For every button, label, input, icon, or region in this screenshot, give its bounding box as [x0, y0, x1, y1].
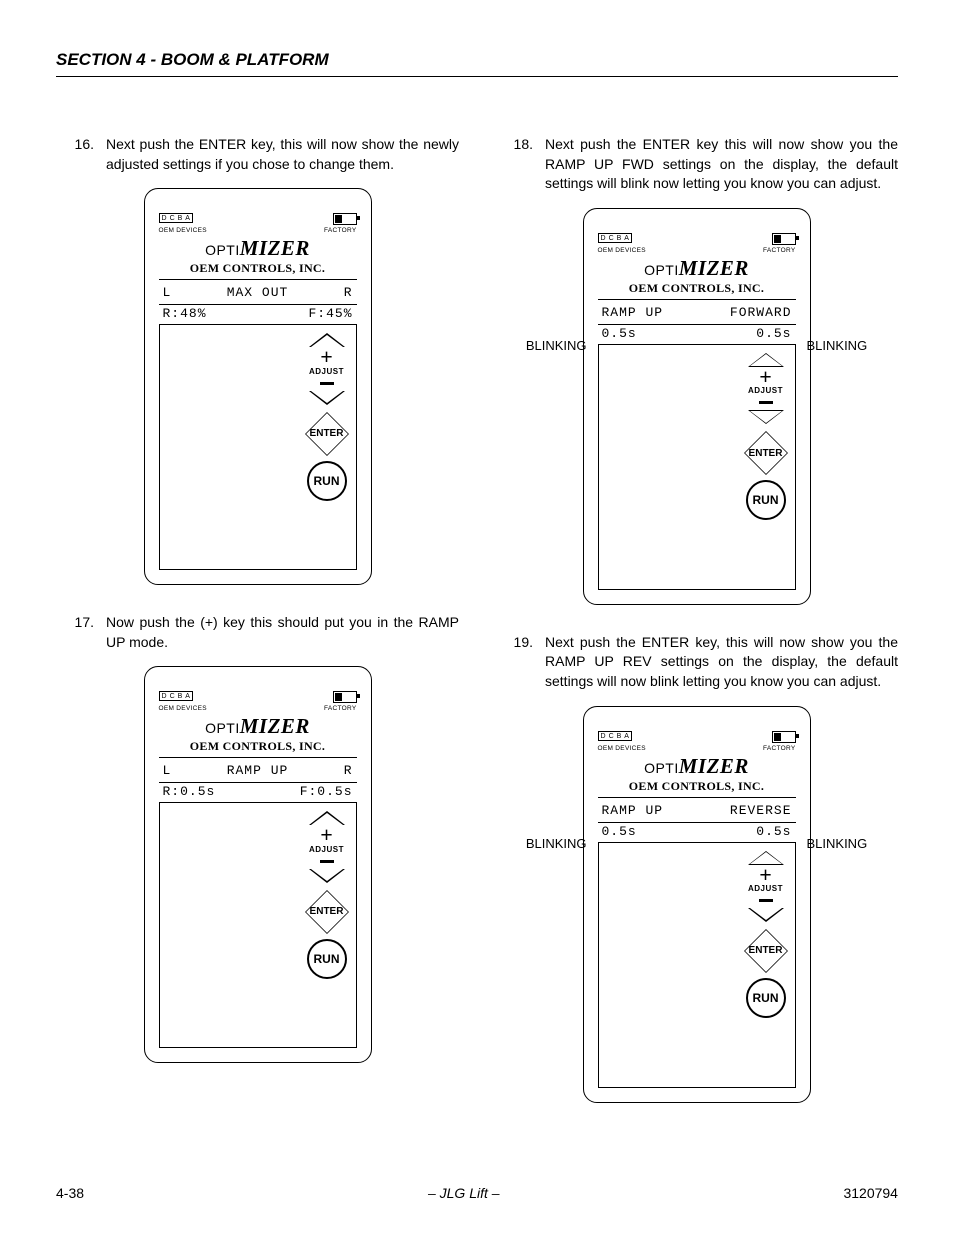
- minus-icon: [759, 401, 773, 404]
- optimizer-device: DCBA OEM DEVICES FACTORY OPTIMIZER OEM C…: [583, 706, 811, 1103]
- blinking-label: BLINKING: [807, 208, 868, 353]
- optimizer-device: DCBA OEM DEVICES FACTORY OPTIMIZER OEM C…: [144, 666, 372, 1063]
- lcd-display: LRAMP UPR R:0.5sF:0.5s: [159, 762, 357, 800]
- adjust-label: ADJUST: [309, 845, 344, 854]
- factory-label: FACTORY: [763, 247, 796, 254]
- instruction-step: 16. Next push the ENTER key, this will n…: [56, 135, 459, 174]
- minus-icon: [320, 860, 334, 863]
- instruction-step: 17. Now push the (+) key this should put…: [56, 613, 459, 652]
- oem-devices-label: OEM DEVICES: [598, 247, 646, 254]
- instruction-step: 18. Next push the ENTER key this will no…: [495, 135, 898, 194]
- oem-controls-label: OEM CONTROLS, INC.: [598, 281, 796, 300]
- plus-button-up-icon[interactable]: [748, 851, 784, 865]
- oem-devices-label: OEM DEVICES: [159, 227, 207, 234]
- plus-button-up-icon[interactable]: [309, 811, 345, 825]
- minus-button-down-icon[interactable]: [309, 869, 345, 883]
- plus-icon: +: [320, 349, 333, 364]
- dcba-indicator: DCBA: [598, 233, 632, 243]
- oem-controls-label: OEM CONTROLS, INC.: [598, 779, 796, 798]
- optimizer-logo: OPTIMIZER: [598, 256, 796, 281]
- blinking-label: BLINKING: [526, 706, 587, 851]
- optimizer-logo: OPTIMIZER: [159, 714, 357, 739]
- enter-button[interactable]: ENTER: [306, 891, 348, 933]
- plus-button-up-icon[interactable]: [748, 353, 784, 367]
- oem-devices-label: OEM DEVICES: [159, 705, 207, 712]
- run-button[interactable]: RUN: [307, 461, 347, 501]
- minus-button-down-icon[interactable]: [748, 908, 784, 922]
- lcd-display: RAMP UPFORWARD 0.5s0.5s: [598, 304, 796, 342]
- step-number: 17.: [56, 613, 106, 652]
- step-number: 18.: [495, 135, 545, 194]
- instruction-step: 19. Next push the ENTER key, this will n…: [495, 633, 898, 692]
- plus-icon: +: [759, 867, 772, 882]
- run-button[interactable]: RUN: [746, 480, 786, 520]
- factory-label: FACTORY: [324, 227, 357, 234]
- step-text: Next push the ENTER key this will now sh…: [545, 135, 898, 194]
- optimizer-logo: OPTIMIZER: [598, 754, 796, 779]
- plus-button-up-icon[interactable]: [309, 333, 345, 347]
- oem-controls-label: OEM CONTROLS, INC.: [159, 739, 357, 758]
- device-lower-panel: + ADJUST ENTER RUN: [159, 324, 357, 570]
- dcba-indicator: DCBA: [159, 213, 193, 223]
- adjust-label: ADJUST: [748, 884, 783, 893]
- enter-button[interactable]: ENTER: [745, 432, 787, 474]
- minus-icon: [759, 899, 773, 902]
- minus-button-down-icon[interactable]: [309, 391, 345, 405]
- device-lower-panel: + ADJUST ENTER RUN: [598, 842, 796, 1088]
- footer-title: – JLG Lift –: [428, 1185, 500, 1201]
- battery-icon: [772, 731, 796, 743]
- lcd-display: RAMP UPREVERSE 0.5s0.5s: [598, 802, 796, 840]
- minus-button-down-icon[interactable]: [748, 410, 784, 424]
- footer-doc-num: 3120794: [843, 1185, 898, 1201]
- enter-button[interactable]: ENTER: [306, 413, 348, 455]
- run-button[interactable]: RUN: [307, 939, 347, 979]
- optimizer-logo: OPTIMIZER: [159, 236, 357, 261]
- two-column-layout: 16. Next push the ENTER key, this will n…: [56, 135, 898, 1131]
- step-text: Next push the ENTER key, this will now s…: [106, 135, 459, 174]
- factory-label: FACTORY: [763, 745, 796, 752]
- footer-page-num: 4-38: [56, 1185, 84, 1201]
- blinking-label: BLINKING: [807, 706, 868, 851]
- device-lower-panel: + ADJUST ENTER RUN: [159, 802, 357, 1048]
- run-button[interactable]: RUN: [746, 978, 786, 1018]
- oem-controls-label: OEM CONTROLS, INC.: [159, 261, 357, 280]
- step-number: 19.: [495, 633, 545, 692]
- optimizer-device: DCBA OEM DEVICES FACTORY OPTIMIZER OEM C…: [144, 188, 372, 585]
- plus-icon: +: [759, 369, 772, 384]
- plus-icon: +: [320, 827, 333, 842]
- section-header: SECTION 4 - BOOM & PLATFORM: [56, 50, 898, 77]
- battery-icon: [772, 233, 796, 245]
- step-text: Next push the ENTER key, this will now s…: [545, 633, 898, 692]
- adjust-label: ADJUST: [309, 367, 344, 376]
- lcd-display: LMAX OUTR R:48%F:45%: [159, 284, 357, 322]
- blinking-label: BLINKING: [526, 208, 587, 353]
- step-text: Now push the (+) key this should put you…: [106, 613, 459, 652]
- step-number: 16.: [56, 135, 106, 174]
- oem-devices-label: OEM DEVICES: [598, 745, 646, 752]
- page-footer: 4-38 – JLG Lift – 3120794: [56, 1185, 898, 1201]
- dcba-indicator: DCBA: [598, 731, 632, 741]
- enter-button[interactable]: ENTER: [745, 930, 787, 972]
- battery-icon: [333, 691, 357, 703]
- device-lower-panel: + ADJUST ENTER RUN: [598, 344, 796, 590]
- optimizer-device: DCBA OEM DEVICES FACTORY OPTIMIZER OEM C…: [583, 208, 811, 605]
- battery-icon: [333, 213, 357, 225]
- dcba-indicator: DCBA: [159, 691, 193, 701]
- factory-label: FACTORY: [324, 705, 357, 712]
- adjust-label: ADJUST: [748, 386, 783, 395]
- minus-icon: [320, 382, 334, 385]
